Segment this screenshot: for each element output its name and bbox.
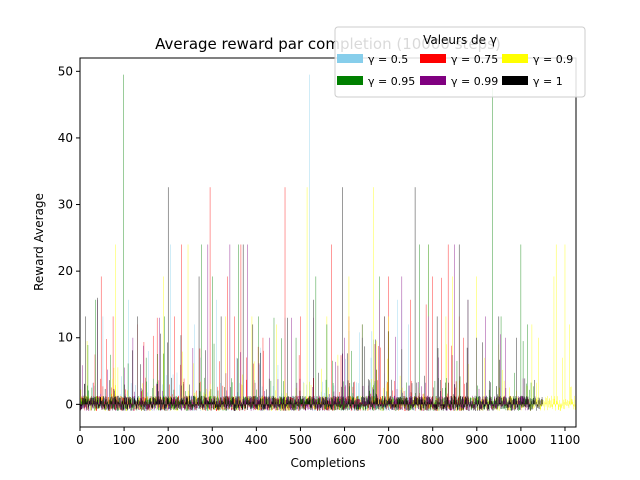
series-1	[80, 187, 468, 411]
series-5	[80, 187, 543, 411]
bars-layer	[80, 74, 576, 412]
series-0	[80, 74, 415, 411]
plot-area	[80, 74, 576, 412]
series-4	[80, 244, 530, 412]
series-2	[80, 187, 576, 411]
series-3	[80, 74, 534, 412]
